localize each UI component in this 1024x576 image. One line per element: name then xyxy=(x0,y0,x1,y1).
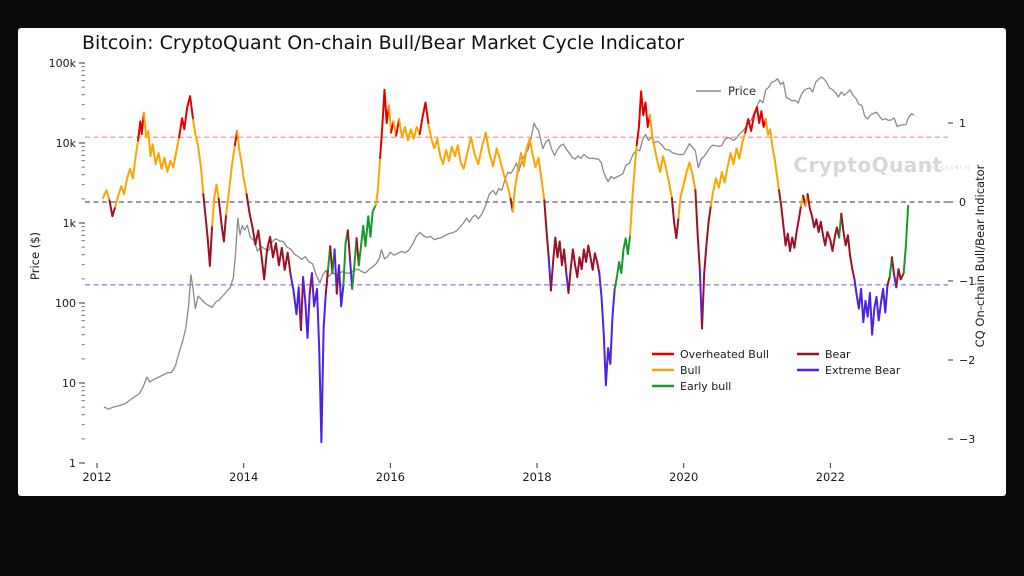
price-legend-label: Price xyxy=(728,84,756,98)
indicator-segment-bull xyxy=(236,129,248,196)
legend-label: Overheated Bull xyxy=(680,348,769,361)
indicator-segment-overheated xyxy=(418,101,430,136)
price-legend: Price xyxy=(696,84,756,98)
right-axis-tick-label: 0 xyxy=(959,196,966,209)
left-axis-tick-label: 100 xyxy=(55,297,76,310)
legend-label: Extreme Bear xyxy=(825,364,901,377)
indicator-segment-early_bull xyxy=(902,204,910,275)
indicator-segment-bear xyxy=(701,204,712,330)
indicator-segment-bull xyxy=(101,189,111,202)
indicator-segment-bear xyxy=(670,197,680,240)
indicator-segment-early_bull xyxy=(342,229,349,286)
left-axis-tick-label: 1 xyxy=(69,457,76,470)
left-axis-tick-label: 1k xyxy=(63,217,77,230)
legend-label: Bear xyxy=(825,348,851,361)
indicator-segment-bear xyxy=(299,276,305,331)
left-axis-tick-label: 10 xyxy=(62,377,76,390)
indicator-segment-bear xyxy=(886,276,891,286)
indicator-segment-bear xyxy=(245,193,292,281)
figure-card xyxy=(18,28,1006,496)
indicator-segment-extreme_bear xyxy=(598,272,616,387)
indicator-segment-bear xyxy=(778,189,802,252)
right-axis-tick-label: 1 xyxy=(959,117,966,130)
indicator-segment-overheated xyxy=(744,106,767,134)
left-axis-label: Price ($) xyxy=(28,232,42,280)
indicator-segment-extreme_bear xyxy=(338,264,345,308)
indicator-segment-bull xyxy=(142,111,181,173)
indicator-segment-overheated xyxy=(178,95,195,139)
right-axis-tick-label: −2 xyxy=(959,354,975,367)
x-axis-tick-label: 2014 xyxy=(229,470,258,484)
x-axis-tick-label: 2020 xyxy=(669,470,698,484)
indicator-segment-bear xyxy=(549,236,568,292)
indicator-segment-bear xyxy=(543,199,550,259)
x-axis-tick-label: 2018 xyxy=(522,470,551,484)
indicator-segment-bear xyxy=(346,229,351,260)
legend-label: Early bull xyxy=(680,380,731,393)
x-axis-tick-label: 2016 xyxy=(376,470,405,484)
indicator-segment-bull xyxy=(709,131,747,207)
indicator-segment-bull xyxy=(511,137,546,213)
right-axis-label: CQ On-chain Bull/Bear Indicator xyxy=(973,164,987,347)
indicator-segment-bear xyxy=(890,256,896,276)
indicator-segment-bear xyxy=(217,197,228,243)
indicator-segment-overheated xyxy=(137,111,145,142)
x-axis-tick-label: 2012 xyxy=(82,470,111,484)
indicator-segment-bull xyxy=(427,123,512,200)
right-axis-tick-label: −3 xyxy=(959,433,975,446)
indicator-segment-extreme_bear xyxy=(302,276,311,339)
indicator-segment-bear xyxy=(840,212,856,281)
indicator-segment-extreme_bear xyxy=(289,273,302,331)
indicator-segment-early_bull xyxy=(613,234,632,290)
indicator-segment-bull xyxy=(629,144,638,237)
indicator-segment-bear xyxy=(202,193,214,267)
indicator-segment-extreme_bear xyxy=(310,272,327,444)
indicator-segment-early_bull xyxy=(357,204,377,267)
indicator-segment-bull xyxy=(114,139,140,208)
chart-title: Bitcoin: CryptoQuant On-chain Bull/Bear … xyxy=(82,32,684,54)
right-axis-tick-label: −1 xyxy=(959,275,975,288)
indicator-segment-overheated xyxy=(379,88,390,159)
indicator-segment-overheated xyxy=(635,90,651,147)
left-axis-tick-label: 100k xyxy=(49,57,77,70)
watermark-brand: CryptoQuant xyxy=(793,153,942,177)
indicator-segment-bull xyxy=(211,183,220,227)
regime-legend: Overheated Bull Bull Early bull Bear Extreme… xyxy=(652,348,901,393)
indicator-segment-bear xyxy=(324,268,329,295)
indicator-segment-bull xyxy=(398,118,421,142)
indicator-segment-bull xyxy=(677,161,697,219)
indicator-segment-bull xyxy=(192,118,205,196)
indicator-segment-bear xyxy=(108,199,117,218)
indicator-segment-bull xyxy=(764,118,780,192)
indicator-segment-bear xyxy=(895,268,905,289)
indicator-segment-bull xyxy=(374,156,382,207)
watermark-sub: RESEARCH xyxy=(930,165,970,172)
indicator-segment-extreme_bear xyxy=(853,278,889,336)
indicator-segment-bull xyxy=(648,114,673,200)
series-layer xyxy=(101,76,915,444)
indicator-segment-bull xyxy=(387,104,393,134)
x-axis-tick-label: 2022 xyxy=(816,470,845,484)
indicator-segment-bear xyxy=(694,189,701,271)
indicator-segment-bear xyxy=(806,193,841,252)
indicator-segment-bull xyxy=(225,144,236,216)
indicator-segment-early_bull xyxy=(351,237,358,290)
left-axis-tick-label: 10k xyxy=(56,137,77,150)
watermark: CryptoQuant RESEARCH xyxy=(793,153,970,177)
indicator-segment-bear xyxy=(567,244,601,294)
legend-label: Bull xyxy=(680,364,701,377)
